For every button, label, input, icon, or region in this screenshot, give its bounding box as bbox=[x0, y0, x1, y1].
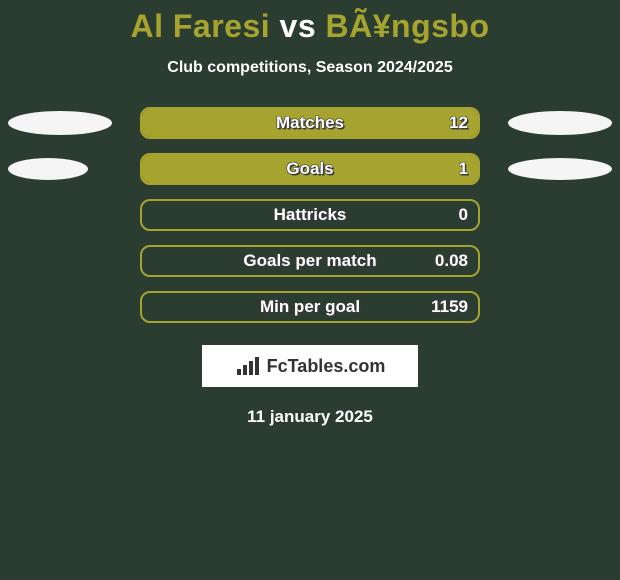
bar-value: 0 bbox=[459, 205, 468, 225]
subtitle: Club competitions, Season 2024/2025 bbox=[167, 59, 452, 77]
brand-box: FcTables.com bbox=[202, 345, 418, 387]
brand-name: FcTables.com bbox=[267, 356, 386, 377]
right-ellipse bbox=[508, 111, 612, 135]
right-ellipse bbox=[508, 158, 612, 180]
bars-icon bbox=[235, 355, 261, 377]
bar-value: 1 bbox=[459, 159, 468, 179]
bar-value: 0.08 bbox=[435, 251, 468, 271]
bar-track: Matches 12 bbox=[140, 107, 480, 139]
stats-chart: Matches 12 Goals 1 Hattricks 0 Goals per match… bbox=[0, 107, 620, 323]
stat-row: Goals 1 bbox=[0, 153, 620, 185]
bar-label: Goals bbox=[286, 159, 333, 179]
bar-label: Hattricks bbox=[274, 205, 347, 225]
bar-value: 1159 bbox=[431, 297, 468, 317]
bar-value: 12 bbox=[449, 113, 468, 133]
bar-track: Goals 1 bbox=[140, 153, 480, 185]
bar-track: Hattricks 0 bbox=[140, 199, 480, 231]
left-ellipse bbox=[8, 158, 88, 180]
left-ellipse bbox=[8, 111, 112, 135]
stat-row: Matches 12 bbox=[0, 107, 620, 139]
bar-label: Goals per match bbox=[243, 251, 376, 271]
bar-label: Min per goal bbox=[260, 297, 360, 317]
vs-text: vs bbox=[280, 8, 317, 44]
stat-row: Goals per match 0.08 bbox=[0, 245, 620, 277]
date-text: 11 january 2025 bbox=[247, 407, 373, 427]
bar-track: Min per goal 1159 bbox=[140, 291, 480, 323]
team2-name: BÃ¥ngsbo bbox=[326, 8, 490, 44]
page-title: Al Faresi vs BÃ¥ngsbo bbox=[130, 8, 489, 45]
stat-row: Hattricks 0 bbox=[0, 199, 620, 231]
stat-row: Min per goal 1159 bbox=[0, 291, 620, 323]
comparison-infographic: Al Faresi vs BÃ¥ngsbo Club competitions,… bbox=[0, 0, 620, 580]
bar-label: Matches bbox=[276, 113, 344, 133]
bar-track: Goals per match 0.08 bbox=[140, 245, 480, 277]
team1-name: Al Faresi bbox=[130, 8, 270, 44]
